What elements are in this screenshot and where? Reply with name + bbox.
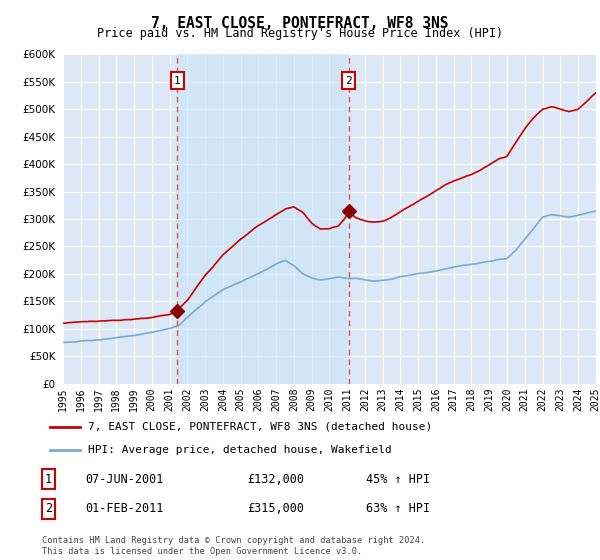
Text: 2: 2 <box>45 502 52 515</box>
Text: 63% ↑ HPI: 63% ↑ HPI <box>366 502 430 515</box>
Text: HPI: Average price, detached house, Wakefield: HPI: Average price, detached house, Wake… <box>88 445 392 455</box>
Text: £315,000: £315,000 <box>247 502 304 515</box>
Text: 45% ↑ HPI: 45% ↑ HPI <box>366 473 430 486</box>
Text: Price paid vs. HM Land Registry's House Price Index (HPI): Price paid vs. HM Land Registry's House … <box>97 27 503 40</box>
Text: 2: 2 <box>345 76 352 86</box>
Text: 01-FEB-2011: 01-FEB-2011 <box>85 502 164 515</box>
Text: 1: 1 <box>174 76 181 86</box>
Bar <box>178 54 349 384</box>
Text: 7, EAST CLOSE, PONTEFRACT, WF8 3NS (detached house): 7, EAST CLOSE, PONTEFRACT, WF8 3NS (deta… <box>88 422 432 432</box>
Text: 7, EAST CLOSE, PONTEFRACT, WF8 3NS: 7, EAST CLOSE, PONTEFRACT, WF8 3NS <box>151 16 449 31</box>
Text: Contains HM Land Registry data © Crown copyright and database right 2024.
This d: Contains HM Land Registry data © Crown c… <box>42 536 425 556</box>
Text: 1: 1 <box>45 473 52 486</box>
Text: £132,000: £132,000 <box>247 473 304 486</box>
Text: 07-JUN-2001: 07-JUN-2001 <box>85 473 164 486</box>
